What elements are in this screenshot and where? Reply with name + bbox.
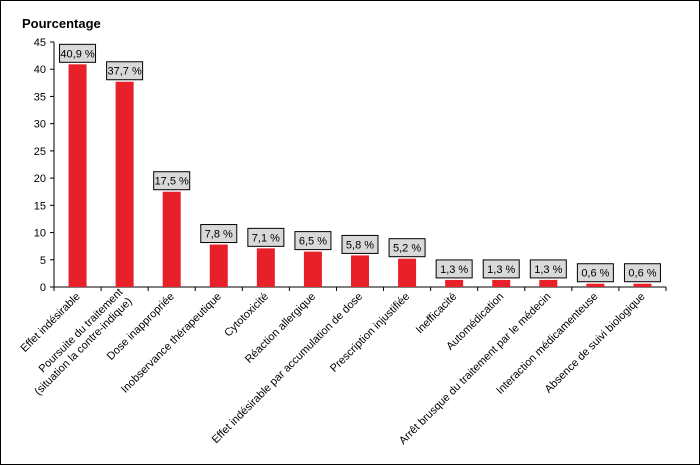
x-tick-label: Inefficacité (414, 291, 460, 337)
bar (303, 251, 322, 287)
data-label: 37,7 % (107, 66, 141, 78)
bar (256, 248, 275, 287)
data-label: 1,3 % (487, 264, 515, 276)
bar (68, 64, 87, 287)
data-label: 40,9 % (60, 48, 94, 60)
data-label: 6,5 % (299, 236, 327, 248)
bar (586, 283, 605, 287)
data-label: 0,6 % (628, 268, 656, 280)
data-label-box (247, 227, 285, 247)
data-label-box (623, 263, 661, 283)
data-label-box (200, 224, 238, 244)
data-label: 1,3 % (534, 264, 562, 276)
y-tick-label: 10 (34, 228, 46, 240)
bar (398, 258, 417, 287)
bar (633, 283, 652, 287)
data-label-box (106, 61, 144, 81)
bar (445, 279, 464, 287)
bar (162, 191, 181, 287)
data-label-box (294, 231, 332, 251)
data-label-box (482, 259, 520, 279)
y-tick-label: 0 (40, 282, 46, 294)
data-label: 5,2 % (393, 243, 421, 255)
data-label: 7,1 % (252, 232, 280, 244)
data-label-box (435, 259, 473, 279)
y-tick-label: 30 (34, 119, 46, 131)
x-tick-label: Interaction médicamenteuse (494, 291, 600, 397)
y-tick-label: 5 (40, 255, 46, 267)
bar (492, 279, 511, 287)
data-label-box (529, 259, 567, 279)
data-label-box (59, 43, 97, 63)
y-axis-label: Pourcentage (22, 16, 101, 31)
data-label-box (576, 263, 614, 283)
y-tick-label: 45 (34, 37, 46, 49)
data-label-box (388, 238, 426, 258)
y-tick-label: 35 (34, 91, 46, 103)
x-tick-label: Prescription injustifiée (328, 291, 412, 375)
y-tick-label: 15 (34, 200, 46, 212)
y-tick-label: 25 (34, 146, 46, 158)
data-label: 17,5 % (155, 176, 189, 188)
bar (209, 244, 228, 287)
x-tick-label: Absence de suivi biologique (543, 291, 648, 396)
bar (351, 255, 369, 287)
data-label-box (153, 171, 191, 191)
bar (539, 279, 558, 287)
bar (115, 81, 134, 287)
data-label-box (341, 234, 379, 254)
y-tick-label: 40 (34, 64, 46, 76)
data-label: 5,8 % (346, 239, 374, 251)
data-label: 7,8 % (205, 229, 233, 241)
x-tick-label: Cytotoxicité (222, 291, 271, 340)
data-label: 0,6 % (581, 268, 609, 280)
y-tick-label: 20 (34, 173, 46, 185)
data-label: 1,3 % (440, 264, 468, 276)
x-tick-label: Inobservance thérapeutique (119, 291, 224, 396)
